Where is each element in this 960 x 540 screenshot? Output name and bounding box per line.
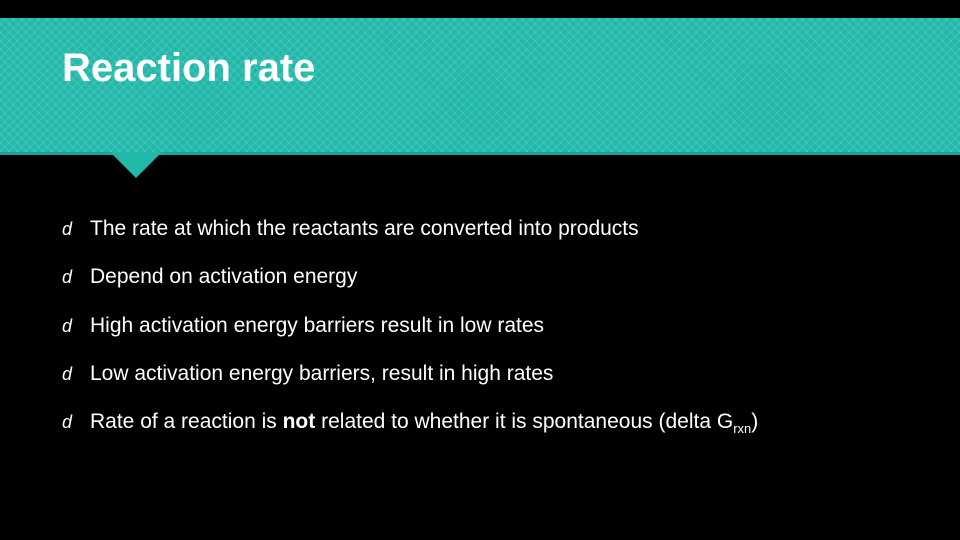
bullet-item: d Depend on activation energy	[62, 263, 920, 291]
flourish-icon: d	[62, 314, 86, 338]
text-run: Rate of a reaction is	[90, 410, 283, 433]
text-run: )	[751, 410, 758, 433]
bullet-text: Low activation energy barriers, result i…	[90, 360, 920, 388]
flourish-icon: d	[62, 410, 86, 434]
bullet-item: d High activation energy barriers result…	[62, 312, 920, 340]
bullet-text: High activation energy barriers result i…	[90, 312, 920, 340]
text-subscript: rxn	[733, 422, 751, 437]
bullet-item: d Rate of a reaction is not related to w…	[62, 408, 920, 438]
slide-header: Reaction rate	[0, 0, 960, 155]
bullet-item: d The rate at which the reactants are co…	[62, 215, 920, 243]
flourish-icon: d	[62, 362, 86, 386]
slide-content: d The rate at which the reactants are co…	[0, 155, 960, 438]
flourish-icon: d	[62, 217, 86, 241]
bullet-item: d Low activation energy barriers, result…	[62, 360, 920, 388]
bullet-text: Depend on activation energy	[90, 263, 920, 291]
header-notch	[110, 152, 162, 178]
bullet-text: Rate of a reaction is not related to whe…	[90, 408, 920, 438]
text-bold: not	[283, 410, 316, 433]
flourish-icon: d	[62, 265, 86, 289]
bullet-text: The rate at which the reactants are conv…	[90, 215, 920, 243]
slide-title: Reaction rate	[62, 46, 960, 91]
text-run: related to whether it is spontaneous (de…	[315, 410, 733, 433]
